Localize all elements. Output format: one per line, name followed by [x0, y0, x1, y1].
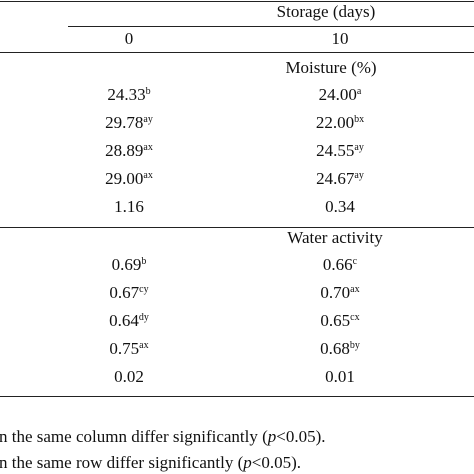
cell: 0.69b — [112, 255, 147, 275]
rule — [68, 26, 474, 28]
cell-value: 29.00 — [105, 169, 144, 188]
cell-superscript: ay — [354, 170, 364, 181]
cell: 0.67cy — [109, 283, 148, 303]
cell-superscript: ax — [350, 284, 360, 295]
cell-value: 0.02 — [114, 367, 144, 386]
footnote: n the same column differ significantly (… — [0, 427, 326, 447]
cell: 29.00ax — [105, 169, 153, 189]
column-header: 10 — [331, 29, 349, 48]
cell-superscript: b — [141, 256, 147, 267]
cell-value: 24.00 — [318, 85, 357, 104]
table-header: Storage (days) — [276, 2, 376, 21]
cell: 28.89ax — [105, 141, 153, 161]
cell-value: 0.75 — [109, 339, 140, 358]
cell-superscript: bx — [354, 114, 365, 125]
cell: 22.00bx — [316, 113, 364, 133]
cell: 24.55ay — [316, 141, 364, 161]
cell-value: 24.33 — [107, 85, 146, 104]
cell-superscript: ay — [354, 142, 364, 153]
footnote-italic: p — [243, 453, 252, 472]
cell-value: 0.68 — [320, 339, 350, 358]
section-title: Water activity — [287, 228, 383, 247]
rule — [0, 396, 474, 398]
cell-value: 29.78 — [105, 113, 144, 132]
cell: 0.64dy — [109, 311, 149, 331]
cell-superscript: ay — [143, 114, 153, 125]
cell-value: 24.67 — [316, 169, 355, 188]
cell-superscript: c — [352, 256, 358, 267]
footnote-italic: p — [267, 427, 277, 446]
cell-value: 0.01 — [325, 367, 355, 386]
cell-value: 0.69 — [111, 255, 142, 274]
section-title: Moisture (%) — [285, 58, 377, 77]
cell-value: 0.66 — [322, 255, 353, 274]
cell-superscript: b — [145, 86, 151, 97]
footnote-text: n the same row differ significantly ( — [0, 453, 244, 472]
footnote-text: <0.05). — [251, 453, 301, 472]
column-header: 0 — [124, 29, 134, 48]
cell-value: 0.67 — [109, 283, 140, 302]
footnote-text: n the same column differ significantly ( — [0, 427, 268, 446]
rule — [0, 1, 474, 3]
cell-superscript: cy — [139, 284, 149, 295]
cell-superscript: a — [356, 86, 362, 97]
cell: 24.67ay — [316, 169, 364, 189]
cell: 0.68by — [320, 339, 360, 359]
cell-superscript: dy — [138, 312, 149, 323]
cell-value: 0.70 — [320, 283, 351, 302]
cell-value: 1.16 — [114, 197, 144, 216]
cell: 0.01 — [325, 367, 355, 387]
rule — [0, 227, 474, 229]
cell-value: 0.64 — [109, 311, 139, 330]
cell: 24.33b — [107, 85, 150, 105]
rule — [0, 52, 474, 54]
cell-superscript: by — [349, 340, 360, 351]
cell: 0.75ax — [109, 339, 148, 359]
footnote: n the same row differ significantly (p<0… — [0, 453, 301, 473]
footnote-text: <0.05). — [276, 427, 326, 446]
cell-value: 0.65 — [320, 311, 351, 330]
cell-superscript: cx — [350, 312, 360, 323]
cell: 24.00a — [319, 85, 362, 105]
cell: 1.16 — [114, 197, 144, 217]
cell: 0.34 — [325, 197, 355, 217]
cell-superscript: ax — [143, 170, 153, 181]
cell-superscript: ax — [139, 340, 149, 351]
cell: 0.65cx — [320, 311, 359, 331]
cell-value: 28.89 — [105, 141, 144, 160]
cell-value: 22.00 — [315, 113, 355, 132]
cell-value: 0.34 — [325, 197, 355, 216]
cell-superscript: ax — [143, 142, 153, 153]
cell: 0.66c — [323, 255, 357, 275]
cell: 29.78ay — [105, 113, 153, 133]
cell-value: 24.55 — [316, 141, 355, 160]
cell: 0.70ax — [320, 283, 359, 303]
cell: 0.02 — [114, 367, 144, 387]
